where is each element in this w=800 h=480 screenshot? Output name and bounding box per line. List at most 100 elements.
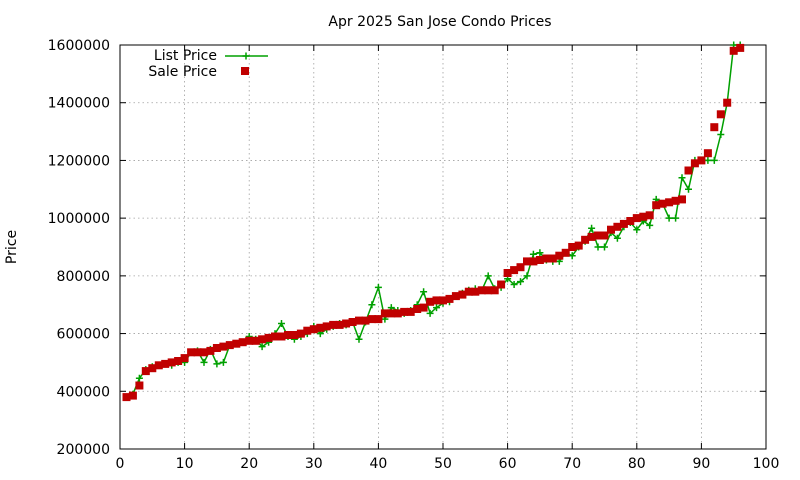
list-price-point (135, 374, 143, 382)
sale-price-point (723, 98, 732, 107)
y-axis-label: Price (4, 230, 20, 264)
list-price-point (213, 360, 221, 368)
sale-price-point (684, 166, 693, 175)
legend: List Price Sale Price (148, 48, 268, 80)
x-tick-labels: 0 10 20 30 40 50 60 70 80 90 100 (116, 456, 780, 472)
legend-marker-sale-price (241, 67, 249, 75)
sale-price-point (251, 336, 260, 345)
sale-price-point (490, 286, 499, 295)
sale-price-point (568, 243, 577, 251)
x-tick-label: 60 (499, 456, 517, 472)
legend-marker-list-price (242, 52, 250, 60)
y-tick-label: 1400000 (48, 96, 110, 112)
y-tick-label: 1000000 (48, 211, 110, 227)
sale-price-point (645, 211, 654, 220)
sale-price-point (555, 251, 564, 260)
list-price-point (704, 156, 712, 164)
x-tick-label: 0 (116, 456, 125, 472)
sale-price-point (464, 287, 473, 296)
sale-price-point (342, 319, 351, 328)
sale-price-point (290, 331, 299, 339)
sale-price-point (284, 331, 292, 339)
sale-price-point (658, 199, 667, 208)
sale-price-point (574, 241, 583, 250)
sale-price-point (542, 254, 551, 263)
sale-price-point (135, 381, 144, 390)
sale-price-point (355, 316, 363, 325)
list-price-point (633, 226, 641, 234)
x-tick-label: 40 (369, 456, 387, 472)
sale-price-point (296, 329, 305, 338)
sale-price-point (619, 219, 628, 228)
sale-price-point (703, 149, 712, 158)
sale-price-point (387, 309, 396, 318)
list-price-point (710, 156, 718, 164)
chart-title: Apr 2025 San Jose Condo Prices (328, 14, 551, 30)
sale-price-point (529, 257, 538, 266)
sale-price-point (439, 296, 447, 305)
x-tick-label: 80 (628, 456, 646, 472)
sale-price-point (613, 222, 622, 231)
sale-price-point (451, 292, 460, 301)
list-price-point (646, 221, 654, 229)
sale-price-point (697, 156, 706, 165)
sale-price-point (471, 287, 480, 296)
list-price-point (420, 288, 428, 296)
list-price-point (523, 272, 531, 280)
sale-price-point (141, 367, 150, 376)
list-price-point (510, 281, 518, 288)
sale-price-point (710, 123, 719, 132)
y-tick-label: 400000 (57, 384, 110, 400)
list-price-point (484, 272, 492, 280)
sale-price-point (245, 336, 254, 345)
sale-price-point (374, 315, 383, 324)
y-tick-label: 800000 (57, 269, 110, 285)
list-price-point (717, 131, 725, 138)
list-price-point (529, 250, 537, 258)
sale-price-point (128, 391, 137, 400)
list-price-point (219, 358, 227, 366)
sale-price-point (180, 354, 189, 363)
sale-price-point (690, 159, 699, 168)
sale-price-point (148, 364, 157, 373)
list-price-point (517, 278, 524, 286)
x-tick-label: 50 (434, 456, 452, 472)
sale-price-point (154, 361, 163, 370)
y-tick-label: 600000 (57, 327, 110, 343)
sale-price-point (607, 225, 615, 234)
sale-price-point (367, 315, 376, 324)
sale-price-point (716, 110, 725, 119)
list-price-point (568, 252, 576, 260)
sale-price-point (523, 257, 531, 266)
sale-price-point (361, 316, 370, 325)
list-price-point (594, 243, 602, 251)
y-tick-label: 1600000 (48, 38, 110, 54)
sale-price-point (665, 198, 674, 207)
list-price-point (374, 283, 382, 291)
sale-price-point (413, 305, 422, 313)
sale-price-point (264, 333, 273, 342)
legend-label-sale-price: Sale Price (148, 64, 217, 80)
sale-price-point (277, 332, 286, 341)
sale-price-point (419, 303, 428, 312)
list-price-point (278, 320, 285, 327)
sale-price-point (316, 323, 325, 332)
sale-price-point (458, 290, 467, 299)
sale-price-point (161, 359, 170, 368)
grid (120, 45, 766, 449)
sale-price-point (380, 309, 389, 318)
x-tick-label: 10 (176, 456, 194, 472)
list-price-point (426, 309, 434, 317)
sale-price-point (477, 286, 486, 295)
list-price-point (613, 234, 621, 242)
list-price-point (536, 249, 544, 257)
sale-price-point (497, 280, 506, 289)
sale-price-point (594, 231, 602, 240)
sale-price-point (219, 342, 228, 351)
list-price-point (601, 243, 608, 251)
x-tick-label: 70 (563, 456, 581, 472)
sale-price-point (516, 263, 525, 272)
sale-price-point (200, 348, 208, 357)
sale-price-point (581, 235, 590, 244)
